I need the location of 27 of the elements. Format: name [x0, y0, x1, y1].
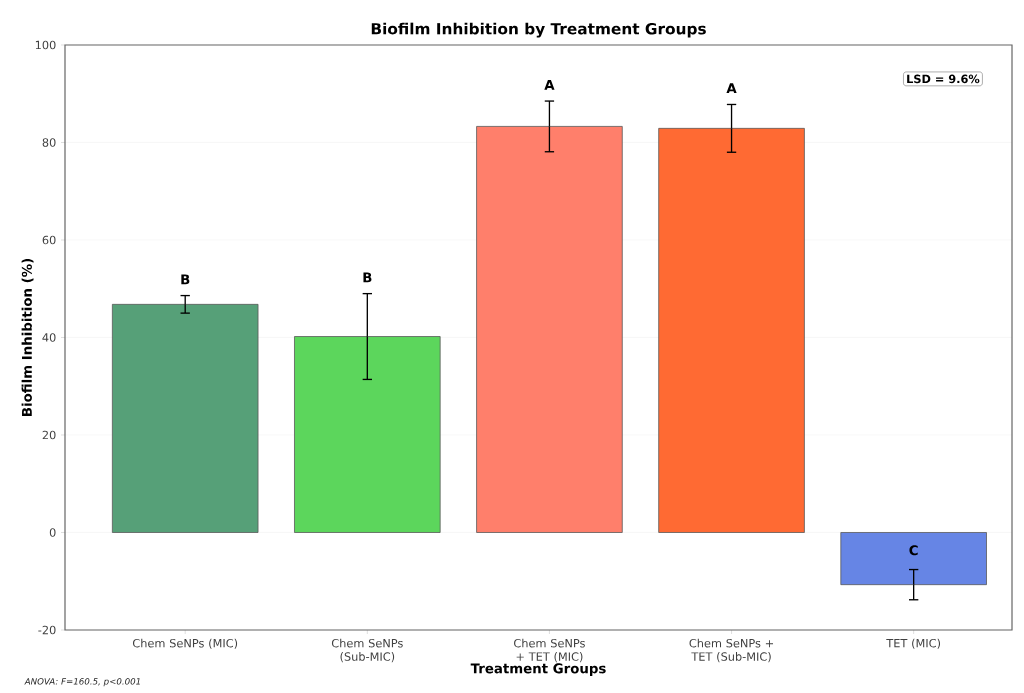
y-tick-label: 100	[35, 40, 56, 50]
bar	[840, 532, 987, 586]
annotation: LSD = 9.6%	[907, 74, 980, 84]
y-tick-label: 80	[42, 138, 56, 147]
text: ANOVA: F=160.5, p<0.001	[24, 678, 140, 687]
x-tick-label: TET (MIC)	[886, 638, 941, 649]
y-tick-label: 40	[42, 333, 56, 342]
annotation: B	[363, 272, 372, 283]
annotation: A	[726, 83, 737, 94]
x-axis-title: Treatment Groups	[470, 663, 606, 676]
y-tick-label: 0	[49, 528, 56, 537]
annotation: C	[909, 545, 918, 556]
bar	[476, 126, 623, 533]
annotation: A	[544, 79, 555, 90]
x-tick-label: Chem SeNPs + TET (Sub-MIC)	[689, 638, 774, 663]
y-tick-label: -20	[38, 625, 56, 635]
annotation: B	[181, 274, 190, 285]
bar	[111, 303, 259, 533]
x-tick-label: Chem SeNPs + TET (MIC)	[514, 638, 585, 663]
chart-title: Biofilm Inhibition by Treatment Groups	[371, 22, 706, 38]
y-tick-label: 60	[42, 235, 56, 245]
x-tick-label: Chem SeNPs (Sub-MIC)	[331, 638, 403, 663]
x-tick-label: Chem SeNPs (MIC)	[132, 638, 238, 649]
y-tick-label: 20	[42, 430, 56, 440]
bar	[658, 127, 805, 533]
bar	[294, 336, 441, 533]
y-axis-title: Biofilm Inhibition (%)	[21, 258, 34, 416]
